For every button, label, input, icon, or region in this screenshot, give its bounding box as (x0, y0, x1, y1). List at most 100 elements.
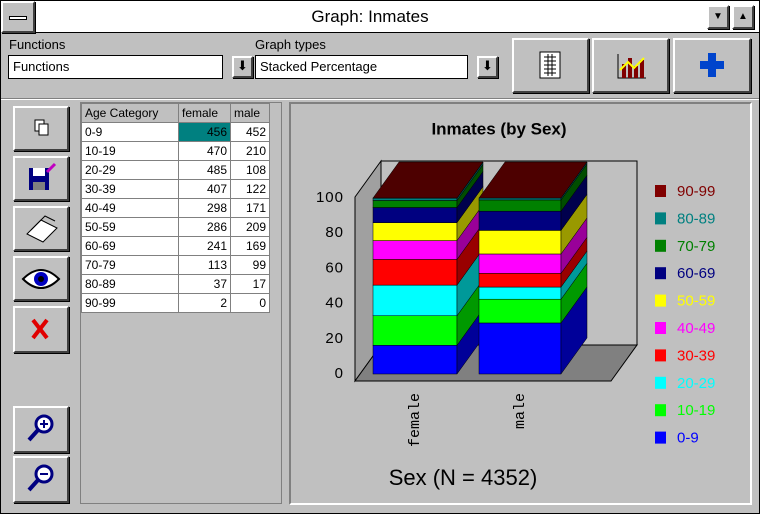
bar-segment (372, 207, 458, 223)
y-tick-label: 40 (325, 295, 344, 312)
bar-top (478, 161, 588, 199)
legend-swatch (655, 322, 666, 334)
legend-label: 40-49 (677, 320, 715, 337)
y-tick-label: 0 (335, 365, 344, 382)
bar-segment (372, 284, 458, 316)
table-cell[interactable]: 452 (230, 122, 270, 142)
table-cell[interactable]: 485 (178, 160, 231, 180)
maximize-button[interactable]: ▲ (732, 5, 754, 29)
functions-combo[interactable]: Functions (8, 55, 223, 79)
table-icon (539, 51, 561, 79)
bar-segment (372, 240, 458, 260)
legend-swatch (655, 349, 666, 362)
legend-label: 90-99 (677, 183, 715, 200)
y-tick-label: 20 (325, 330, 344, 347)
table-cell[interactable]: 90-99 (81, 293, 179, 313)
window-title: Graph: Inmates (311, 7, 429, 26)
legend-label: 50-59 (677, 293, 715, 310)
bar-segment (478, 253, 562, 274)
table-header: Age Category female male (81, 103, 270, 123)
zoom-out-button[interactable] (13, 456, 69, 503)
legend-swatch (655, 239, 666, 252)
bar-top (372, 161, 484, 199)
bar-segment (372, 345, 458, 375)
table-row: 50-59 286 209 (81, 217, 270, 237)
bar-segment (478, 197, 562, 201)
graph-types-combo[interactable]: Stacked Percentage (255, 55, 468, 79)
table-row: 10-19 470 210 (81, 141, 270, 161)
table-row: 90-99 2 0 (81, 293, 270, 313)
system-menu[interactable] (1, 1, 35, 33)
graph-types-label: Graph types (255, 37, 326, 52)
table-panel: Age Category female male 0-9 456 452 10-19 470 2… (80, 102, 282, 504)
table-cell[interactable]: female (178, 103, 231, 123)
y-tick-label: 60 (325, 259, 344, 276)
table-cell[interactable]: 0 (230, 293, 270, 313)
x-axis-label: Sex (N = 4352) (389, 465, 538, 490)
legend-label: 60-69 (677, 265, 715, 282)
table-row: 80-89 37 17 (81, 274, 270, 294)
legend-swatch (655, 294, 666, 307)
bar-segment (478, 273, 562, 288)
table-row: 30-39 407 122 (81, 179, 270, 199)
bar-segment (372, 222, 458, 241)
title-bar: Graph: Inmates ▼ ▲ (1, 1, 759, 33)
chart-icon (617, 54, 646, 79)
legend-label: 70-79 (677, 238, 715, 255)
functions-dropdown[interactable]: ⬇ (232, 56, 253, 78)
table-cell[interactable]: male (230, 103, 270, 123)
copy-button[interactable] (13, 106, 69, 151)
minimize-button[interactable]: ▼ (707, 5, 729, 29)
bar-segment (372, 200, 458, 208)
bar-segment (478, 286, 562, 300)
bar-segment (372, 315, 458, 346)
table-cell[interactable]: 456 (178, 122, 231, 142)
plus-icon (700, 53, 724, 77)
table-cell[interactable]: 10-19 (81, 141, 179, 161)
add-button[interactable] (673, 38, 751, 93)
table-cell[interactable]: 298 (178, 198, 231, 218)
legend-label: 0-9 (677, 430, 699, 447)
legend-label: 20-29 (677, 375, 715, 392)
table-row: 70-79 113 99 (81, 255, 270, 275)
legend-label: 30-39 (677, 347, 715, 364)
table-row: 40-49 298 171 (81, 198, 270, 218)
save-button[interactable] (13, 156, 69, 201)
view-button[interactable] (13, 256, 69, 301)
legend-swatch (655, 212, 666, 225)
bar-segment (372, 197, 458, 201)
y-tick-label: 100 (316, 189, 344, 206)
table-cell[interactable]: 113 (178, 255, 231, 275)
functions-label: Functions (9, 37, 66, 52)
y-tick-label: 80 (325, 224, 344, 241)
legend-label: 80-89 (677, 210, 715, 227)
table-cell[interactable]: Age Category (81, 103, 179, 123)
print-button[interactable] (13, 206, 69, 251)
table-cell[interactable]: 50-59 (81, 217, 179, 237)
bar-segment (372, 259, 458, 286)
table-cell[interactable]: 210 (230, 141, 270, 161)
legend-swatch (655, 431, 666, 444)
bar-segment (478, 199, 562, 212)
chart-button[interactable] (592, 38, 669, 93)
bar-segment (478, 298, 562, 324)
graph-types-dropdown[interactable]: ⬇ (477, 56, 498, 78)
data-table: Age Category female male 0-9 456 452 10-19 470 2… (81, 103, 270, 313)
legend-label: 10-19 (677, 402, 715, 419)
bar-segment (478, 210, 562, 231)
table-cell[interactable]: 37 (178, 274, 231, 294)
zoom-in-button[interactable] (13, 406, 69, 453)
table-button[interactable] (512, 38, 589, 93)
table-cell[interactable]: 241 (178, 236, 231, 256)
table-cell[interactable]: 17 (230, 274, 270, 294)
bar-segment (478, 230, 562, 255)
legend-swatch (655, 267, 666, 280)
delete-button[interactable] (13, 306, 69, 353)
table-cell[interactable]: 99 (230, 255, 270, 275)
chart-title: Inmates (by Sex) (431, 119, 566, 138)
chart-panel (289, 102, 752, 505)
x-tick-label: female (407, 393, 424, 447)
legend-swatch (655, 376, 666, 389)
